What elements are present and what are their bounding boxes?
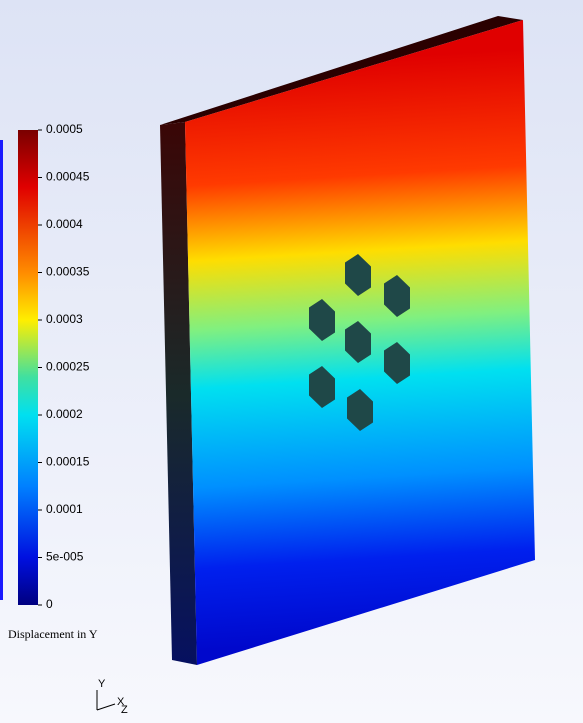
plate-side [160, 122, 197, 665]
colorbar-tick-label: 0.00015 [46, 455, 90, 469]
colorbar-tick-label: 0.0004 [46, 217, 83, 231]
colorbar [18, 130, 38, 605]
colorbar-tick-label: 0.00025 [46, 360, 90, 374]
colorbar-tick-label: 0.00045 [46, 170, 90, 184]
edge-line [0, 140, 3, 600]
colorbar-tick-label: 0.00035 [46, 265, 90, 279]
hole [345, 254, 371, 296]
holes [309, 254, 410, 431]
colorbar-tick-label: 0.0005 [46, 122, 83, 136]
colorbar-title: Displacement in Y [8, 627, 98, 641]
colorbar-tick-label: 0 [46, 597, 53, 611]
plate-top [160, 16, 523, 125]
hole [309, 299, 335, 341]
triad-z: Z [121, 704, 128, 716]
hole [309, 366, 335, 408]
triad-x-line [96, 703, 116, 711]
hole [345, 321, 371, 363]
colorbar-tick-label: 5e-005 [46, 550, 84, 564]
colorbar-tick-label: 0.0003 [46, 312, 83, 326]
triad-x: X [117, 696, 125, 708]
colorbar-tick-label: 0.0001 [46, 502, 83, 516]
hole [347, 389, 373, 431]
hole [384, 275, 410, 317]
triad-y: Y [98, 678, 106, 690]
colorbar-tick-label: 0.0002 [46, 407, 83, 421]
axis-triad: Y X Z [96, 678, 128, 716]
hole [384, 342, 410, 384]
